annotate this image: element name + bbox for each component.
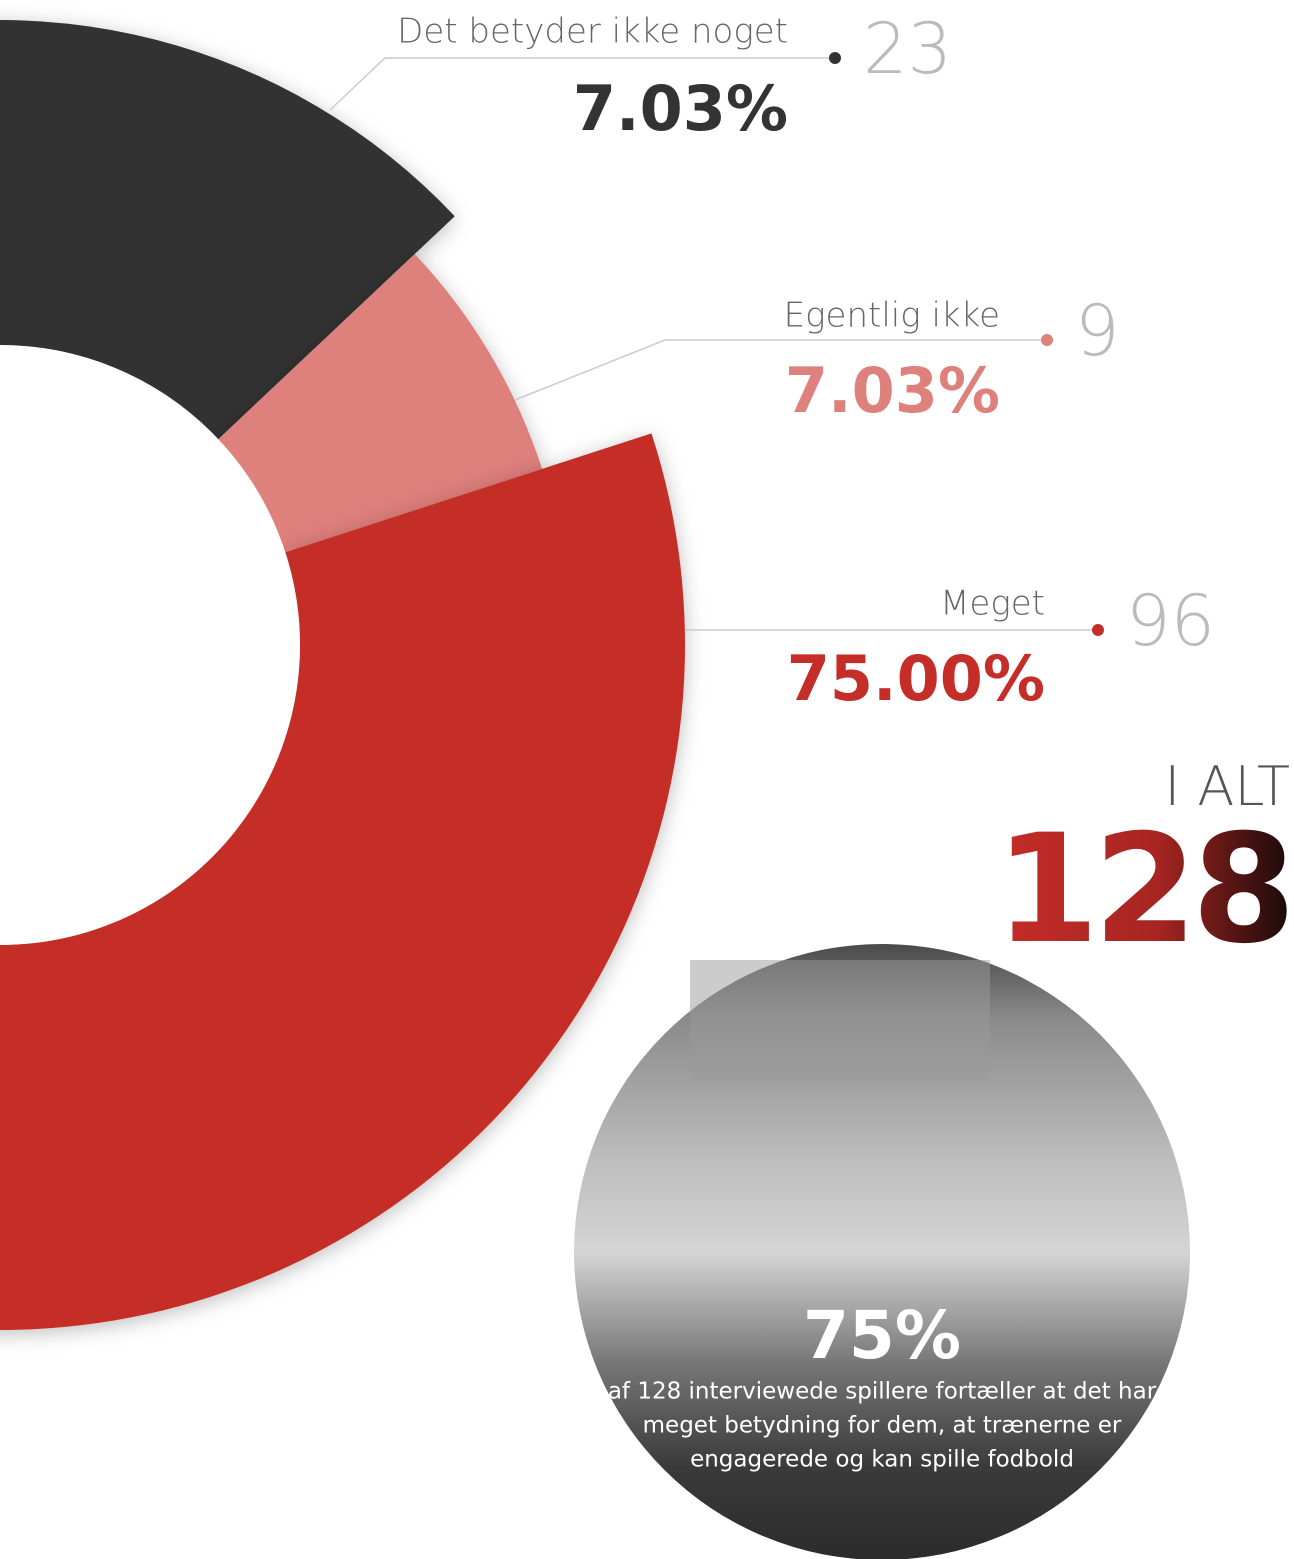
slice [0,20,455,440]
count-label: 96 [1126,580,1215,662]
leader-dot [1041,334,1053,346]
highlight: 75% [803,1297,961,1374]
category-label: Egentlig ikke [784,296,1000,336]
category-label: Meget [940,584,1045,624]
category-label: Det betyder ikke noget [397,12,788,52]
total: 128 [995,803,1290,977]
donut-hole [0,345,300,945]
donut [0,20,685,1330]
caption-line: meget betydning for dem, at trænerne er [643,1413,1122,1439]
percent-label: 75.00% [787,642,1045,715]
photo-circle: 75% af 128 interviewede spillere fortæll… [574,944,1190,1559]
caption-line: engagerede og kan spille fodbold [690,1447,1074,1473]
photo-goal [690,960,990,1080]
total-label: I ALT [1164,755,1290,818]
leader-line [514,339,1047,401]
leader-line [329,57,835,111]
leader-dot [1092,624,1104,636]
count-label: 23 [863,8,952,90]
slice [218,253,543,553]
slice [0,433,685,1330]
percent-label: 7.03% [573,72,788,145]
percent-label: 7.03% [785,354,1000,427]
photo [574,944,1190,1559]
leader-dot [829,52,841,64]
count-label: 9 [1075,290,1120,372]
caption-line: af 128 interviewede spillere fortæller a… [608,1379,1157,1405]
